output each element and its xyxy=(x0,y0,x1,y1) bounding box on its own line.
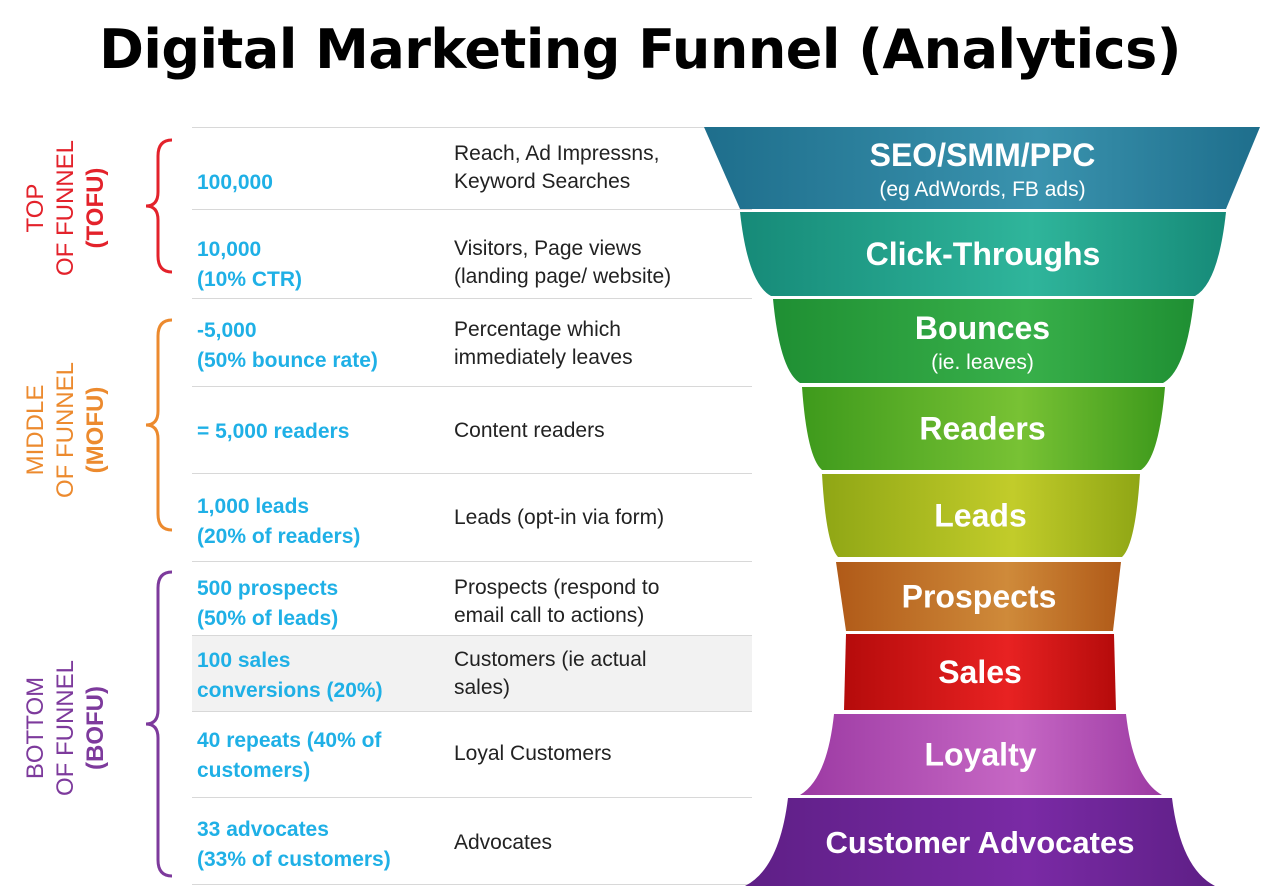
funnel-segment: Loyalty xyxy=(800,714,1162,795)
funnel-segment-shape xyxy=(822,474,1140,557)
brace-mofu xyxy=(145,318,173,532)
funnel-segment-label: SEO/SMM/PPC xyxy=(870,137,1096,173)
row-description: Loyal Customers xyxy=(454,742,612,765)
table-row: 500 prospects (50% of leads) Prospects (r… xyxy=(192,561,752,635)
table-row: 33 advocates (33% of customers) Advocates xyxy=(192,797,752,884)
funnel-segment: Customer Advocates xyxy=(745,798,1215,886)
row-description: Leads (opt-in via form) xyxy=(454,506,665,529)
row-metric: 10,000 (10% CTR) xyxy=(197,238,303,291)
funnel-segment-shape xyxy=(836,562,1121,631)
funnel-segment-label: Sales xyxy=(938,654,1022,690)
funnel-segment: SEO/SMM/PPC (eg AdWords, FB ads) xyxy=(704,127,1260,209)
brace-bofu xyxy=(145,570,173,878)
funnel-segment: Readers xyxy=(802,387,1165,470)
funnel-segment-shape xyxy=(745,798,1215,886)
row-metric: 40 repeats (40% of customers) xyxy=(197,729,382,782)
row-description: Customers (ie actual sales) xyxy=(454,648,647,699)
funnel-segment-label: Loyalty xyxy=(924,737,1036,773)
funnel-segment-label: Leads xyxy=(934,498,1026,534)
row-metric: 100 sales conversions (20%) xyxy=(197,649,383,702)
funnel-segment: Leads xyxy=(822,474,1140,557)
funnel-segment-label: Bounces xyxy=(915,310,1050,346)
table-row: -5,000 (50% bounce rate) Percentage which… xyxy=(192,298,752,386)
table-row: 10,000 (10% CTR) Visitors, Page views (la… xyxy=(192,209,752,298)
funnel-segment-sublabel: (ie. leaves) xyxy=(931,351,1034,374)
funnel-segment-shape xyxy=(773,299,1194,383)
table-bottom-border xyxy=(192,884,752,885)
funnel-segment-label: Prospects xyxy=(902,579,1057,615)
row-description: Percentage which immediately leaves xyxy=(454,318,633,369)
funnel-segment-sublabel: (eg AdWords, FB ads) xyxy=(879,178,1085,201)
row-description: Content readers xyxy=(454,419,605,442)
funnel-segment-label: Readers xyxy=(919,411,1045,447)
stage-braces xyxy=(145,138,173,878)
funnel-segment-shape xyxy=(704,127,1260,209)
row-description: Prospects (respond to email call to acti… xyxy=(454,576,660,627)
row-description: Advocates xyxy=(454,831,553,854)
row-metric: -5,000 (50% bounce rate) xyxy=(197,319,378,372)
table-row: 1,000 leads (20% of readers) Leads (opt-i… xyxy=(192,473,752,561)
row-metric: 33 advocates (33% of customers) xyxy=(197,818,391,871)
funnel-segment-label: Click-Throughs xyxy=(866,236,1101,272)
row-metric: 100,000 xyxy=(197,171,273,194)
brace-tofu xyxy=(145,138,173,274)
funnel-segment-shape xyxy=(802,387,1165,470)
row-description: Reach, Ad Impressns, Keyword Searches xyxy=(454,142,660,193)
row-metric: = 5,000 readers xyxy=(197,420,350,443)
table-row: 40 repeats (40% of customers) Loyal Custo… xyxy=(192,711,752,797)
funnel-segment-label: Customer Advocates xyxy=(826,825,1135,860)
row-description: Visitors, Page views (landing page/ webs… xyxy=(454,237,672,288)
funnel-segment: Sales xyxy=(844,634,1116,710)
row-metric: 500 prospects (50% of leads) xyxy=(197,577,339,630)
table-row: 100 sales conversions (20%) Customers (ie… xyxy=(192,635,752,711)
funnel-segment: Bounces (ie. leaves) xyxy=(773,299,1194,383)
table-row: 100,000 Reach, Ad Impressns, Keyword Sear… xyxy=(192,127,752,209)
table-row: = 5,000 readers Content readers xyxy=(192,386,752,473)
row-metric: 1,000 leads (20% of readers) xyxy=(197,495,361,548)
funnel-segment-shape xyxy=(844,634,1116,710)
funnel-segment: Prospects xyxy=(836,562,1121,631)
funnel-segment-shape xyxy=(800,714,1162,795)
funnel-segment: Click-Throughs xyxy=(740,212,1226,296)
funnel-segment-shape xyxy=(740,212,1226,296)
page-title: Digital Marketing Funnel (Analytics) xyxy=(99,18,1181,81)
